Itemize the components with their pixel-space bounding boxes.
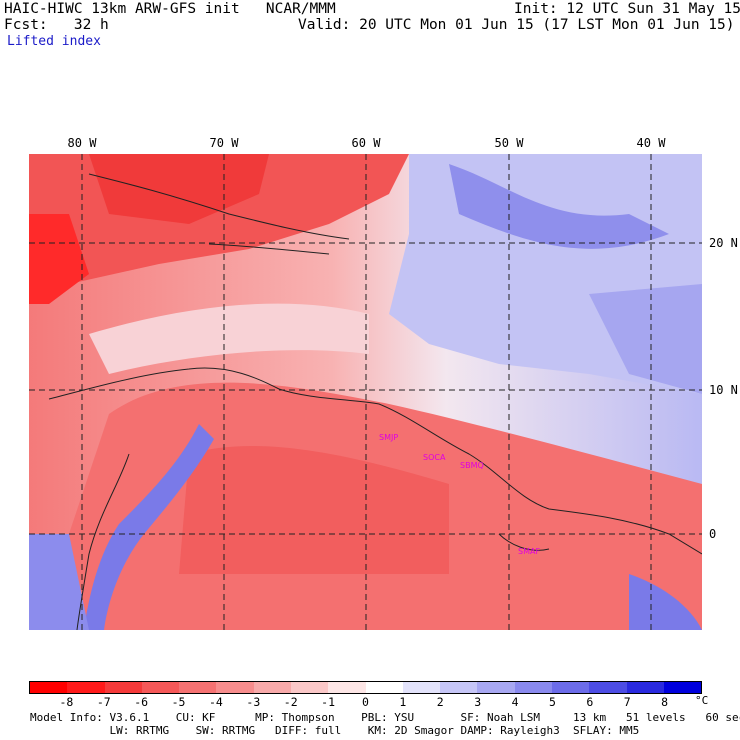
andes-stable — [84, 424, 214, 630]
colorbar-tick-label: -8 — [59, 695, 74, 709]
colorbar-swatch — [477, 682, 515, 693]
colorbar-tick-label: 7 — [623, 695, 631, 709]
lon-label-50w: 50 W — [494, 136, 524, 150]
colorbar-swatch — [328, 682, 366, 693]
lat-label-20n: 20 N — [709, 236, 738, 250]
colorbar-swatch — [514, 682, 552, 693]
colorbar-tick-label: 6 — [586, 695, 594, 709]
colorbar-swatch — [216, 682, 254, 693]
station-smaf: SMAF — [518, 547, 540, 556]
colorbar-swatch — [402, 682, 441, 693]
forecast-hour: Fcst: 32 h — [4, 17, 109, 33]
colorbar-swatch — [67, 682, 105, 693]
valid-time: Valid: 20 UTC Mon 01 Jun 15 (17 LST Mon … — [298, 17, 735, 33]
pale-band — [89, 303, 369, 374]
lon-label-70w: 70 W — [209, 136, 239, 150]
lat-lon-grid — [29, 154, 702, 630]
station-soca: SOCA — [423, 453, 446, 462]
colorbar-swatch — [141, 682, 180, 693]
colorbar-tick-label: -3 — [246, 695, 261, 709]
model-info-line1: Model Info: V3.6.1 CU: KF MP: Thompson P… — [30, 711, 740, 724]
atlantic-stable-east — [589, 284, 702, 394]
lifted-index-map: SMJP SOCA SBMQ SMAF — [29, 154, 702, 630]
colorbar-swatch — [290, 682, 329, 693]
colorbar-swatch — [104, 682, 142, 693]
station-smjp: SMJP — [379, 433, 398, 442]
lon-label-80w: 80 W — [67, 136, 97, 150]
colorbar-swatch — [551, 682, 590, 693]
atlantic-stable-core — [449, 164, 669, 249]
interior-instability — [179, 445, 449, 574]
colorbar-tick-label: 3 — [474, 695, 482, 709]
colorbar-tick-label: -7 — [96, 695, 111, 709]
coastlines — [48, 173, 702, 630]
lat-label-10n: 10 N — [709, 383, 738, 397]
field-name: Lifted index — [7, 34, 101, 49]
colorbar-tick-label: -4 — [209, 695, 223, 709]
lat-label-0: 0 — [709, 527, 717, 541]
station-sbmq: SBMQ — [460, 461, 484, 470]
lon-label-40w: 40 W — [636, 136, 666, 150]
lon-label-60w: 60 W — [351, 136, 381, 150]
title-left: HAIC-HIWC 13km ARW-GFS init NCAR/MMM — [4, 1, 336, 17]
colorbar — [29, 681, 702, 694]
colorbar-swatch — [179, 682, 217, 693]
colorbar-swatch — [663, 682, 702, 693]
colorbar-tick-label: 2 — [436, 695, 444, 709]
colorbar-tick-label: -1 — [321, 695, 336, 709]
colorbar-swatch — [30, 682, 68, 693]
colorbar-swatch — [440, 682, 478, 693]
colorbar-swatch — [626, 682, 664, 693]
west-instability — [29, 214, 89, 304]
model-info-line2: LW: RRTMG SW: RRTMG DIFF: full KM: 2D Sm… — [30, 724, 640, 737]
colorbar-tick-label: 4 — [511, 695, 519, 709]
colorbar-tick-label: 8 — [661, 695, 669, 709]
colorbar-swatch — [589, 682, 627, 693]
colorbar-tick-label: 1 — [399, 695, 407, 709]
pacific-stable — [29, 534, 89, 630]
map-canvas: SMJP SOCA SBMQ SMAF — [29, 154, 702, 630]
colorbar-tick-label: -2 — [283, 695, 298, 709]
init-time: Init: 12 UTC Sun 31 May 15 — [514, 1, 740, 17]
colorbar-tick-label: -6 — [134, 695, 149, 709]
colorbar-swatch — [253, 682, 291, 693]
colorbar-swatch — [365, 682, 403, 693]
colorbar-unit: °C — [695, 694, 709, 707]
colorbar-tick-label: 0 — [362, 695, 369, 709]
colorbar-tick-label: -5 — [171, 695, 186, 709]
south-atlantic-stable — [629, 574, 702, 630]
colorbar-tick-label: 5 — [548, 695, 556, 709]
